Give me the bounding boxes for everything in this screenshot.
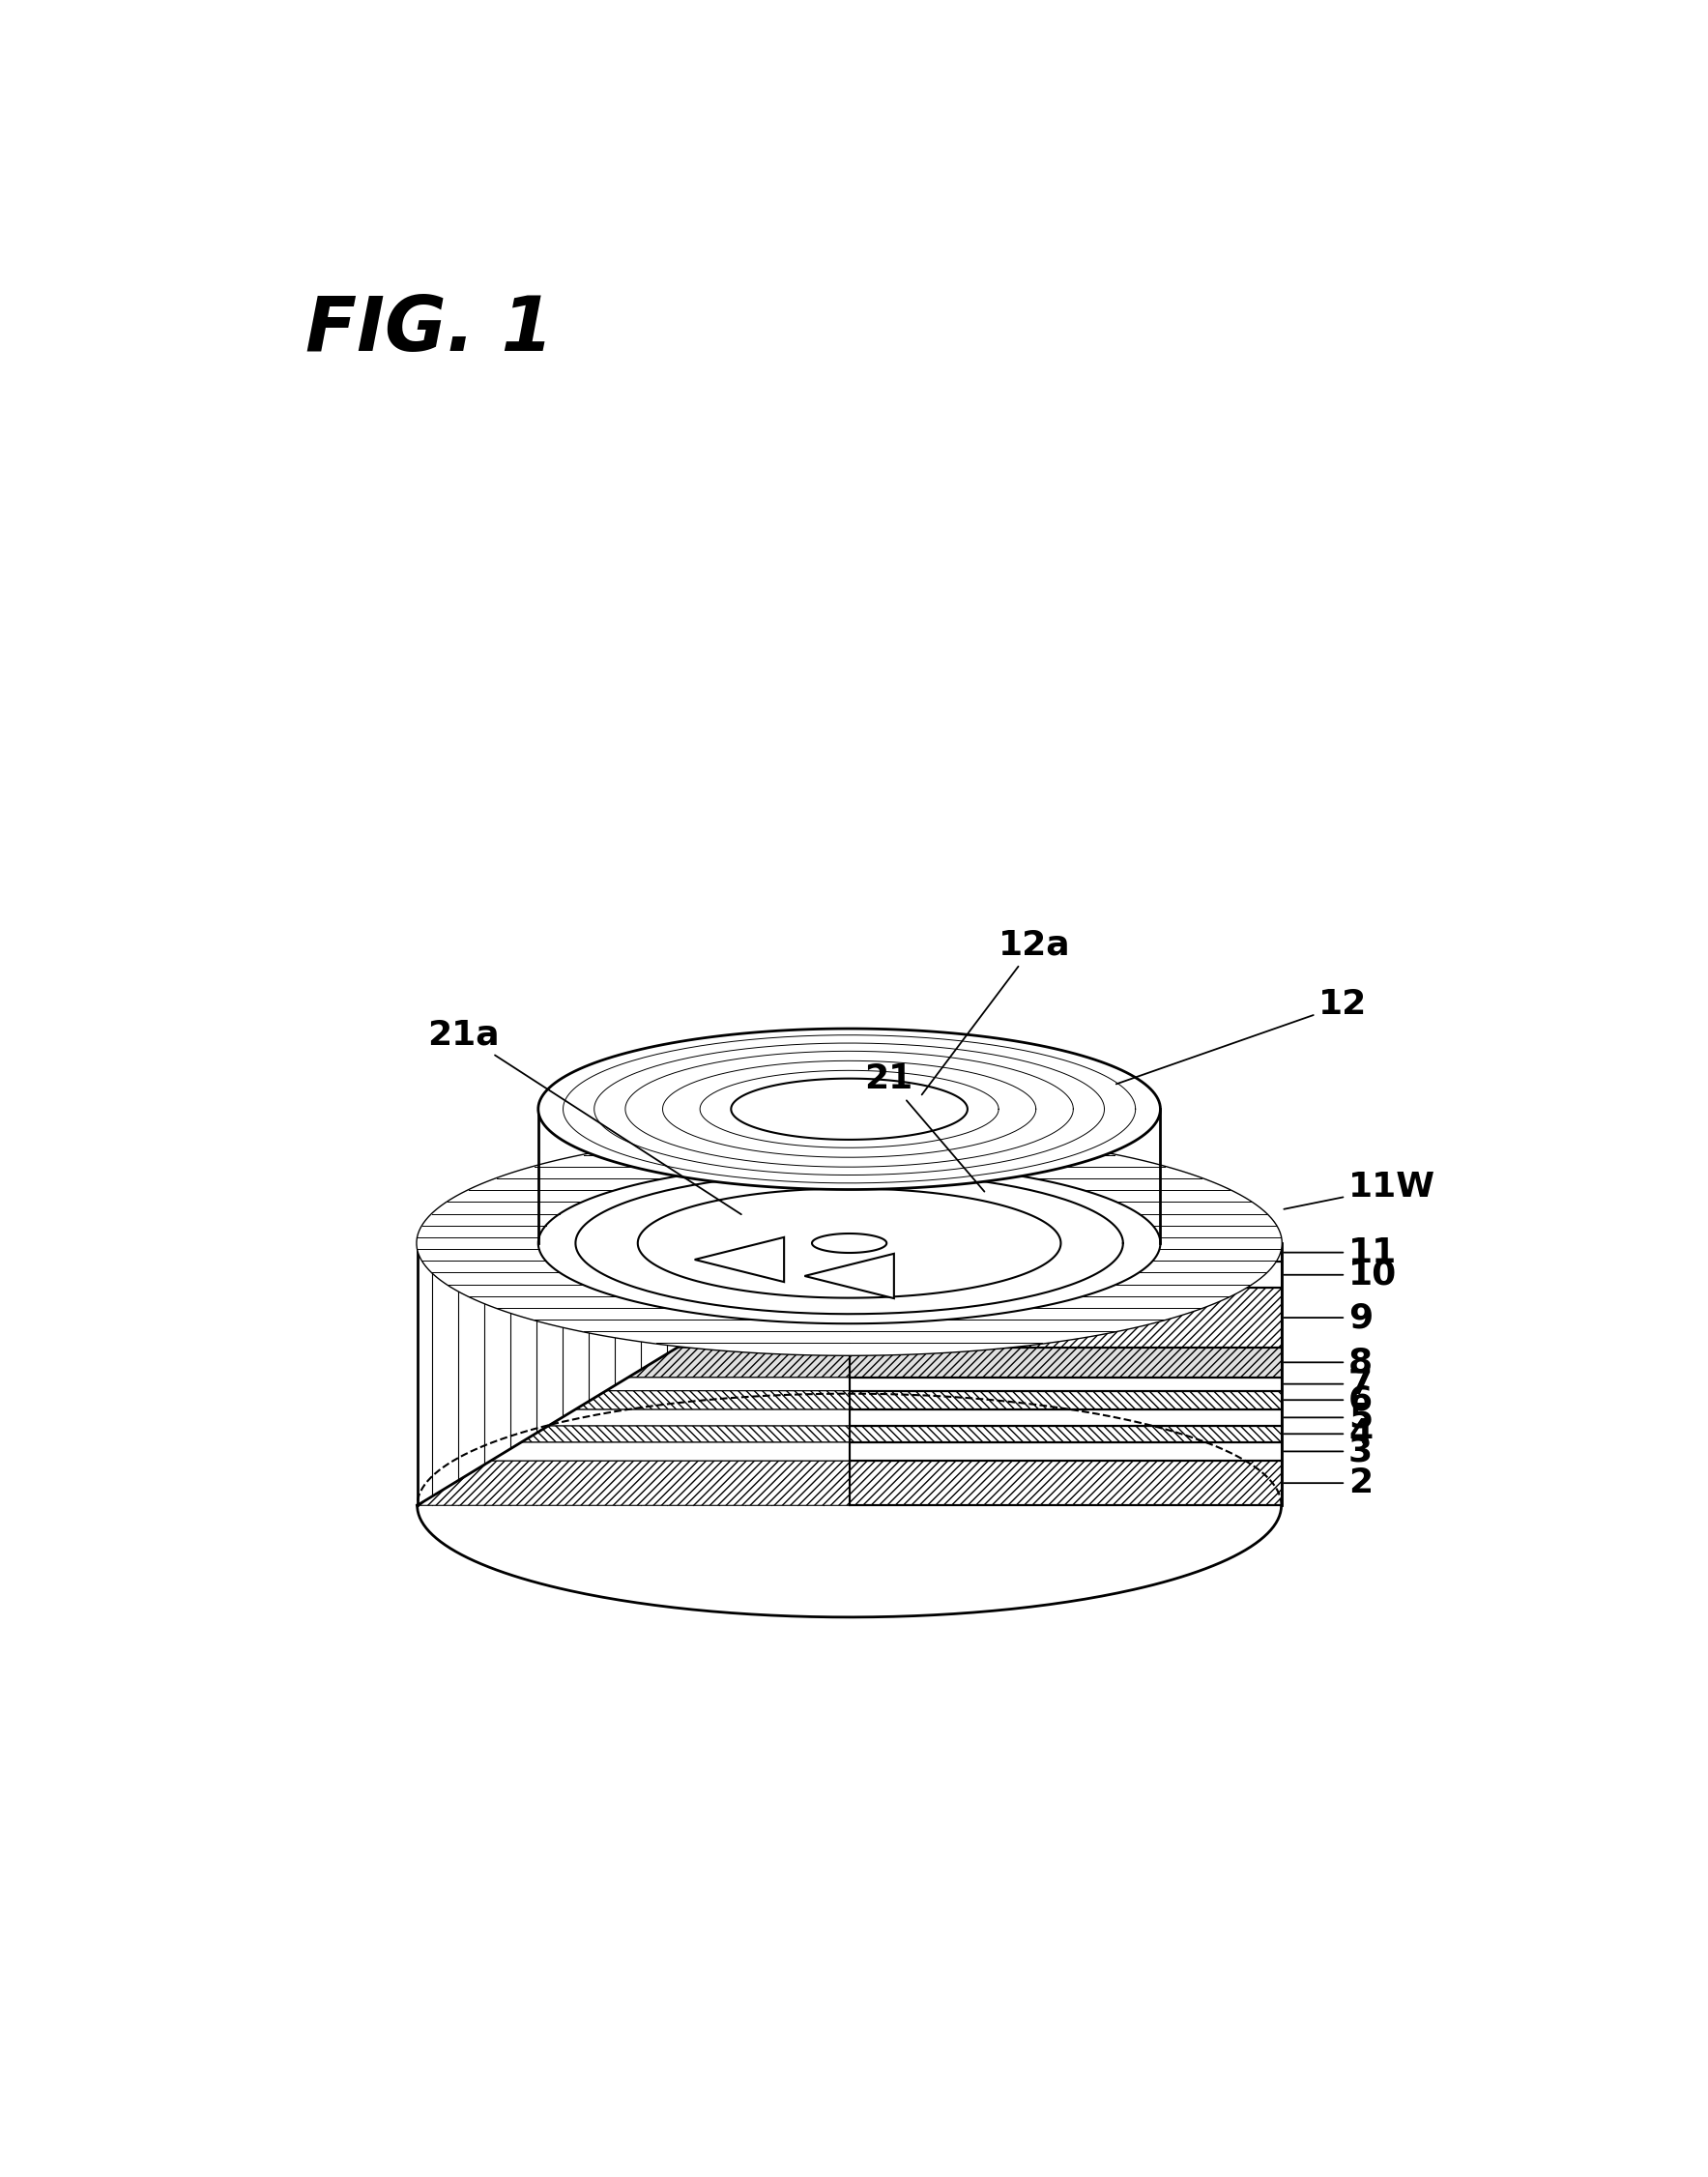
Text: 21: 21 <box>864 1062 984 1191</box>
Polygon shape <box>548 1409 849 1426</box>
Bar <box>849 1409 1281 1426</box>
Polygon shape <box>775 1263 849 1289</box>
Text: 4: 4 <box>1284 1417 1373 1450</box>
Polygon shape <box>818 1243 849 1263</box>
Text: 2: 2 <box>1284 1467 1373 1500</box>
Bar <box>849 1348 1281 1378</box>
Text: 5: 5 <box>1284 1402 1373 1435</box>
Polygon shape <box>678 1289 849 1348</box>
Polygon shape <box>731 1078 967 1139</box>
Text: 11W: 11W <box>1284 1171 1435 1208</box>
Polygon shape <box>811 1234 886 1252</box>
Bar <box>849 1461 1281 1506</box>
Polygon shape <box>538 1028 1160 1189</box>
Bar <box>849 1243 1281 1263</box>
Bar <box>849 1426 1281 1441</box>
Text: 12: 12 <box>1117 988 1366 1084</box>
Text: 9: 9 <box>1284 1302 1373 1335</box>
Bar <box>849 1263 1281 1289</box>
Polygon shape <box>606 1378 849 1391</box>
Text: 3: 3 <box>1284 1435 1373 1467</box>
Text: 8: 8 <box>1284 1345 1373 1378</box>
Text: 12a: 12a <box>922 930 1071 1095</box>
Text: 10: 10 <box>1284 1258 1397 1291</box>
Polygon shape <box>417 1461 849 1506</box>
Text: 11: 11 <box>1284 1237 1397 1269</box>
Polygon shape <box>811 1221 849 1348</box>
Polygon shape <box>538 1163 1160 1324</box>
Polygon shape <box>576 1391 849 1409</box>
Polygon shape <box>811 1221 902 1237</box>
Polygon shape <box>695 1237 784 1282</box>
Text: FIG. 1: FIG. 1 <box>306 292 553 366</box>
Polygon shape <box>629 1348 849 1378</box>
Polygon shape <box>804 1254 893 1297</box>
Polygon shape <box>637 1189 1061 1297</box>
Bar <box>849 1391 1281 1409</box>
Text: 7: 7 <box>1284 1367 1373 1400</box>
Polygon shape <box>521 1426 849 1441</box>
Bar <box>849 1378 1281 1391</box>
Polygon shape <box>417 1132 1281 1354</box>
Polygon shape <box>417 1132 1281 1354</box>
Text: 6: 6 <box>1284 1385 1373 1417</box>
Bar <box>849 1237 902 1348</box>
Text: 21a: 21a <box>427 1019 741 1215</box>
Bar <box>417 1243 849 1506</box>
Polygon shape <box>490 1441 849 1461</box>
Bar <box>849 1441 1281 1461</box>
Bar <box>849 1289 1281 1348</box>
